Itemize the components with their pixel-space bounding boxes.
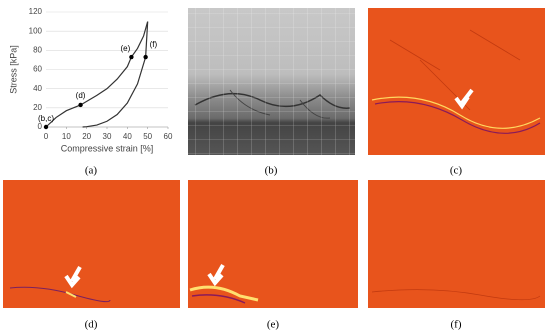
y-tick-label: 40 [33, 84, 42, 93]
x-tick-label: 60 [164, 132, 173, 141]
annotation-point [129, 54, 134, 60]
x-tick-label: 40 [123, 132, 132, 141]
annotation-label: (b,c) [38, 114, 54, 123]
annotation-point [43, 124, 49, 130]
y-tick-label: 100 [29, 26, 43, 35]
x-tick-label: 20 [82, 132, 91, 141]
panel-label: (b) [265, 165, 278, 177]
y-tick-label: 120 [29, 7, 43, 16]
annotation-point [143, 54, 148, 60]
image-e [188, 180, 358, 308]
annotation-label: (e) [121, 44, 131, 53]
curve [82, 21, 149, 128]
panel-label: (c) [450, 165, 463, 177]
image-d [3, 180, 180, 308]
annotation-label: (d) [76, 91, 86, 100]
annotation-point [78, 102, 83, 108]
x-axis-label: Compressive strain [%] [61, 143, 154, 153]
x-tick-label: 30 [103, 132, 112, 141]
image-b [188, 8, 355, 155]
y-tick-label: 80 [33, 45, 42, 54]
image-f [368, 180, 545, 308]
y-tick-label: 60 [33, 65, 42, 74]
image-c [368, 8, 545, 155]
curve [45, 21, 149, 128]
panel-label: (f) [451, 319, 462, 331]
panel-label: (a) [85, 165, 98, 177]
x-tick-label: 50 [143, 132, 152, 141]
y-tick-label: 20 [33, 103, 42, 112]
x-tick-label: 10 [62, 132, 71, 141]
annotation-label: (f) [150, 40, 158, 49]
panel-label: (e) [267, 319, 280, 331]
panel-label: (d) [85, 319, 98, 331]
y-tick-label: 0 [38, 122, 43, 131]
y-axis-label: Stress [kPa] [8, 45, 18, 94]
x-tick-label: 0 [44, 132, 49, 141]
